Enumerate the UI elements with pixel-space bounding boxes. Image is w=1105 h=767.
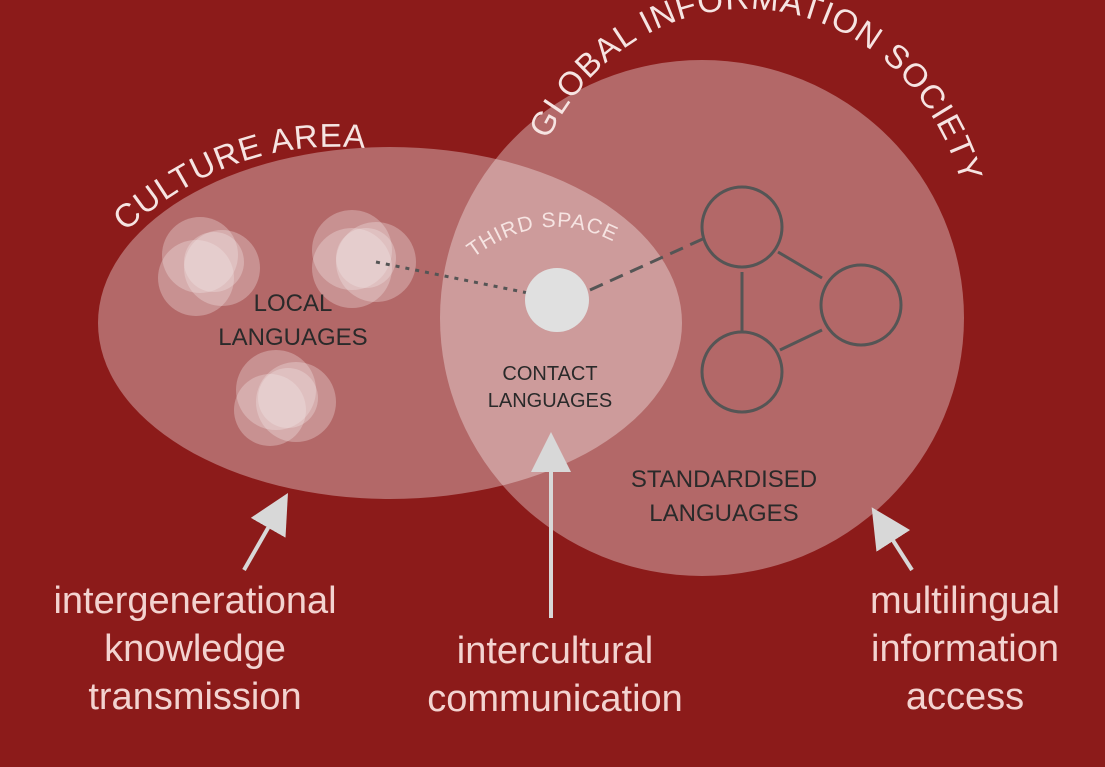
arrow-to-culture-area (242, 493, 288, 571)
standardised-languages-label-line1: STANDARDISED (631, 466, 817, 493)
global-information-society-region (440, 60, 964, 576)
local-languages-label-line1: LOCAL (254, 290, 333, 317)
standardised-language-network (700, 185, 903, 414)
contact-languages-label-line2: LANGUAGES (488, 390, 612, 412)
arrow-to-global-society (871, 507, 914, 572)
culture-area-region (98, 147, 682, 499)
caption-intercultural-communication: intercultural communication (395, 627, 715, 723)
caption-intergenerational-knowledge-transmission: intergenerational knowledge transmission (20, 577, 370, 721)
caption-center-line2: communication (427, 678, 683, 720)
caption-right-line3: access (905, 676, 1025, 718)
local-language-cluster-2 (312, 210, 416, 308)
caption-right-line2: information (871, 628, 1059, 670)
caption-center-line1: intercultural (456, 630, 654, 672)
caption-multilingual-information-access: multilingual information access (830, 577, 1100, 721)
local-languages-label-line2: LANGUAGES (218, 324, 367, 351)
contact-language-node (525, 268, 589, 332)
caption-left-line3: transmission (88, 676, 302, 718)
contact-languages-label-line1: CONTACT (502, 363, 597, 385)
caption-left-line2: knowledge (104, 628, 286, 670)
local-language-cluster-1 (158, 217, 260, 316)
caption-left-line1: intergenerational (53, 580, 337, 622)
standardised-languages-label-line2: LANGUAGES (649, 500, 798, 527)
caption-right-line1: multilingual (869, 580, 1061, 622)
local-language-cluster-3 (234, 350, 336, 446)
